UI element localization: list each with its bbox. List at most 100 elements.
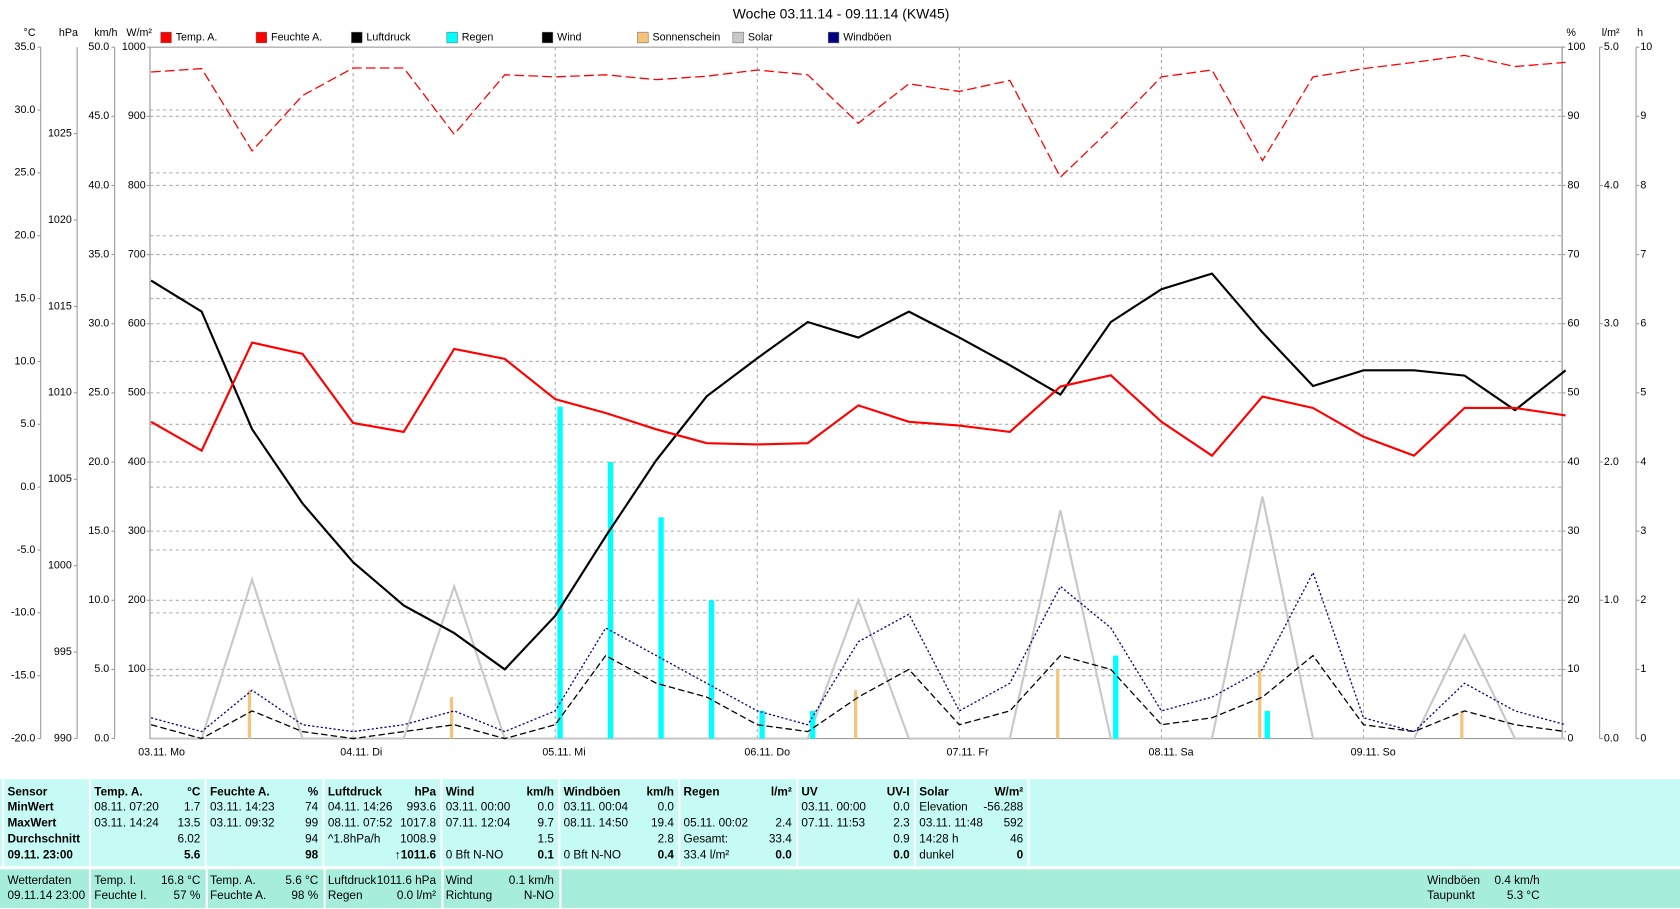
cell-label: 03.11. 00:04: [564, 800, 629, 813]
y-tick-label: 0: [1568, 732, 1574, 744]
cell-value: 1008.9: [400, 832, 436, 845]
bar: [557, 406, 563, 739]
legend-swatch: [732, 31, 744, 44]
cell-value: 592: [1004, 816, 1024, 829]
cell-value: 98: [305, 849, 319, 862]
legend-swatch: [255, 31, 268, 44]
y-tick-label: 40: [1568, 456, 1580, 468]
current-value: 1011.6 hPa: [377, 874, 437, 887]
column-header: Temp. A.: [94, 785, 142, 798]
column-unit: l/m²: [771, 785, 792, 798]
cell-label: Elevation: [919, 800, 967, 813]
bar: [658, 517, 664, 739]
x-tick-label: 03.11. Mo: [138, 746, 185, 758]
column-header: Windböen: [564, 785, 621, 798]
cell-label: 04.11. 14:26: [328, 800, 393, 813]
cell-value: 74: [305, 800, 319, 813]
cell-value: 5.6: [184, 849, 201, 862]
y-tick-label: 20.0: [88, 456, 109, 468]
cell-label: 03.11. 09:32: [210, 816, 275, 829]
current-value: 16.8 °C: [161, 874, 201, 887]
cell-label: dunkel: [919, 849, 954, 862]
current-value: 57 %: [174, 889, 201, 902]
cell-value: ↑1011.6: [395, 849, 437, 862]
y-tick-label: 5.0: [1604, 41, 1619, 53]
y-tick-label: 0.0: [20, 481, 35, 493]
y-tick-label: 7: [1640, 248, 1646, 260]
cell-value: 1.5: [538, 832, 555, 845]
cell-value: 0.0: [893, 800, 910, 813]
y-tick-label: 50.0: [88, 41, 109, 53]
cell-label: 05.11. 00:02: [684, 816, 749, 829]
cell-value: 0.1: [538, 849, 555, 862]
series-line: [150, 272, 1567, 671]
y-tick-label: 60: [1568, 318, 1580, 330]
column-unit: °C: [187, 785, 201, 798]
current-label: Regen: [328, 889, 363, 902]
y-tick-label: 600: [128, 318, 146, 330]
y-tick-label: 6: [1640, 318, 1646, 330]
legend-label: Sonnenschein: [653, 31, 721, 43]
cell-value: -56.288: [983, 800, 1023, 813]
column-header: UV: [801, 785, 817, 798]
legend-label: Windböen: [843, 31, 891, 43]
column-unit: %: [308, 785, 319, 798]
y-tick-label: 35.0: [15, 41, 36, 53]
legend-swatch: [446, 31, 458, 44]
y-tick-label: 30: [1568, 525, 1580, 537]
y-tick-label: 10.0: [15, 355, 36, 367]
cell-label: Durchschnitt: [8, 832, 81, 845]
series-line: [150, 341, 1566, 458]
y-tick-label: 25.0: [88, 387, 109, 399]
y-tick-label: 100: [1568, 41, 1586, 53]
current-label: 09.11.14 23:00: [8, 889, 86, 902]
cell-label: 08.11. 14:50: [564, 816, 629, 829]
cell-label: 07.11. 12:04: [446, 816, 511, 829]
column-header: Luftdruck: [328, 785, 383, 798]
y-tick-label: 30.0: [15, 104, 36, 116]
bar: [449, 697, 454, 739]
bar: [247, 690, 252, 739]
y-tick-label: 1010: [48, 387, 72, 399]
current-value: 98 %: [291, 889, 318, 902]
y-tick-label: 10: [1568, 663, 1580, 675]
cell-label: ^1.8hPa/h: [328, 832, 381, 845]
column-header: Sensor: [8, 785, 48, 798]
y-tick-label: 0: [1640, 732, 1646, 744]
legend-label: Feuchte A.: [271, 31, 322, 43]
cell-value: 993.6: [407, 800, 437, 813]
y-tick-label: 3: [1640, 525, 1646, 537]
y-tick-label: 1: [1640, 663, 1646, 675]
y-tick-label: 9: [1640, 110, 1646, 122]
y-tick-label: 1005: [48, 473, 72, 485]
cell-value: 2.3: [893, 816, 910, 829]
y-tick-label: 1000: [48, 560, 72, 572]
current-label: Feuchte I.: [94, 889, 146, 902]
cell-value: 2.4: [775, 816, 792, 829]
current-value: 0.0 l/m²: [397, 889, 436, 902]
y-tick-label: 3.0: [1604, 318, 1619, 330]
series-line: [151, 54, 1566, 179]
y-tick-label: 700: [128, 248, 146, 260]
current-label: Richtung: [446, 889, 492, 902]
current-value: 5.6 °C: [285, 874, 318, 887]
cell-value: 6.02: [177, 832, 200, 845]
cell-label: 03.11. 14:24: [94, 816, 159, 829]
column-unit: km/h: [646, 785, 673, 798]
y-tick-label: -20.0: [11, 732, 35, 744]
summary-bg: [0, 779, 1680, 867]
bar: [759, 710, 765, 739]
bar: [1460, 710, 1464, 739]
axis-unit: hPa: [59, 27, 78, 39]
x-tick-label: 04.11. Di: [340, 746, 382, 758]
y-tick-label: 2: [1640, 594, 1646, 606]
cell-value: 19.4: [651, 816, 674, 829]
y-tick-label: 20: [1568, 594, 1580, 606]
cell-label: 0 Bft N-NO: [564, 849, 622, 862]
x-tick-label: 06.11. Do: [744, 746, 790, 758]
bar: [1113, 655, 1119, 739]
column-header: Regen: [684, 785, 720, 798]
bar: [607, 462, 614, 739]
